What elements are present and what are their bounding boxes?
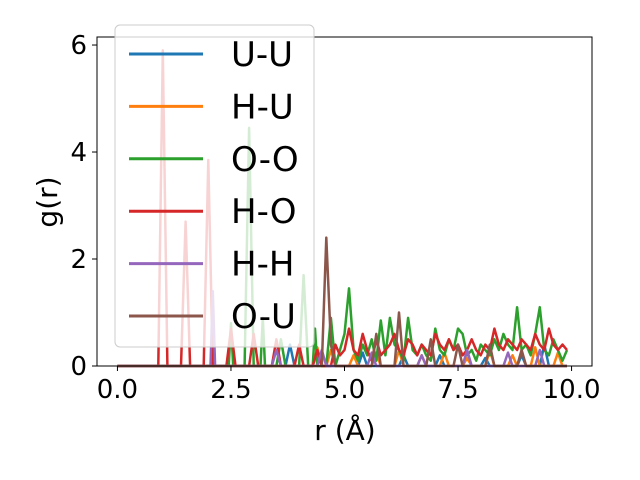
x-tick-label: 7.5	[437, 375, 478, 405]
x-tick-label: 0.0	[97, 375, 138, 405]
y-axis: 0 2 4 6	[70, 31, 97, 382]
x-axis: 0.0 2.5 5.0 7.5 10.0	[97, 366, 601, 405]
legend-label-h-o: H-O	[231, 192, 297, 232]
y-axis-label: g(r)	[31, 176, 64, 227]
legend-label-h-h: H-H	[231, 245, 294, 285]
x-tick-label: 2.5	[210, 375, 251, 405]
x-tick-label: 10.0	[543, 375, 601, 405]
legend-label-h-u: H-U	[231, 87, 294, 127]
series-line-o-o	[117, 126, 569, 368]
legend: U-U H-U O-O H-O H-H O-U	[114, 24, 315, 348]
legend-label-u-u: U-U	[231, 35, 293, 75]
x-tick-label: 5.0	[324, 375, 365, 405]
y-tick-label: 2	[70, 245, 87, 275]
y-tick-label: 0	[70, 352, 87, 382]
legend-label-o-u: O-U	[231, 297, 296, 337]
y-tick-label: 6	[70, 31, 87, 61]
y-tick-label: 4	[70, 138, 87, 168]
x-axis-label: r (Å)	[314, 413, 375, 447]
legend-label-o-o: O-O	[231, 140, 299, 180]
